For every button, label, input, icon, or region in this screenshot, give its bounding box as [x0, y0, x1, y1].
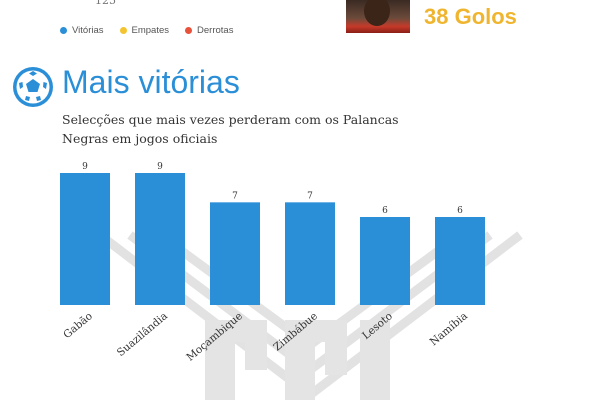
- legend-label-derrotas: Derrotas: [197, 25, 234, 36]
- legend-label-vitorias: Vitórias: [72, 25, 104, 36]
- goals-count: 38 Golos: [424, 4, 517, 29]
- legend-dot-vitorias: [60, 27, 67, 34]
- legend-item-empates[interactable]: Empates: [119, 25, 170, 36]
- player-head: [364, 0, 390, 26]
- legend-dot-derrotas: [185, 27, 193, 34]
- bar-5[interactable]: [435, 217, 485, 305]
- player-photo: [346, 0, 410, 33]
- section-subtitle: Selecções que mais vezes perderam com os…: [62, 112, 399, 146]
- category-label-3: Zimbábue: [271, 310, 320, 353]
- bar-4[interactable]: [360, 217, 410, 305]
- bar-2[interactable]: [210, 202, 260, 305]
- bar-0[interactable]: [60, 173, 110, 305]
- legend-label-empates: Empates: [131, 25, 170, 36]
- category-label-4: Lesoto: [360, 310, 395, 342]
- bar-value-label-4: 6: [382, 206, 388, 216]
- legend-item-vitorias[interactable]: Vitórias: [60, 25, 104, 36]
- category-label-5: Namíbia: [428, 310, 470, 348]
- legend: Vitórias Empates Derrotas: [60, 25, 233, 36]
- bar-1[interactable]: [135, 173, 185, 305]
- bar-value-label-2: 7: [232, 191, 238, 201]
- category-label-1: Suazilândia: [115, 310, 170, 359]
- legend-dot-empates: [119, 27, 127, 34]
- soccer-ball-icon: [13, 67, 53, 107]
- category-label-2: Moçambique: [184, 310, 245, 364]
- top-number: 125: [95, 0, 116, 7]
- bar-value-label-3: 7: [307, 191, 313, 201]
- bar-3[interactable]: [285, 202, 335, 305]
- section-title: Mais vitórias: [62, 64, 240, 100]
- legend-item-derrotas[interactable]: Derrotas: [185, 25, 233, 36]
- category-label-0: Gabão: [61, 310, 95, 341]
- bar-chart: 9 Gabão 9 Suazilândia 7 Moçambique 7 Zimbábue 6 L…: [60, 162, 485, 364]
- bar-value-label-5: 6: [457, 206, 463, 216]
- bar-value-label-0: 9: [82, 162, 88, 172]
- bar-value-label-1: 9: [157, 162, 163, 172]
